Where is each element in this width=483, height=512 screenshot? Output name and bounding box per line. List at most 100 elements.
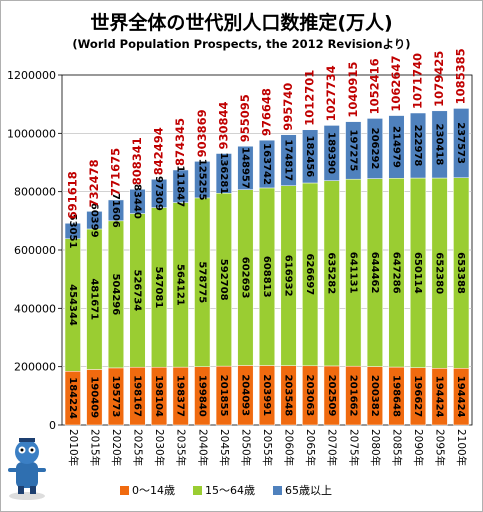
category-label: 2090年 (412, 429, 425, 466)
data-label: 203548 (283, 374, 294, 416)
bar-segment (302, 129, 319, 184)
data-label: 214979 (390, 126, 401, 168)
total-label: 1079425 (432, 51, 446, 107)
category-label: 2010年 (67, 429, 80, 466)
total-label: 874345 (173, 118, 187, 166)
total-label: 1012701 (303, 70, 317, 126)
data-label: 653388 (455, 252, 466, 294)
data-label: 592708 (218, 259, 229, 301)
legend: 0〜14歳 15〜64歳 65歳以上 (120, 482, 480, 498)
total-label: 732478 (87, 159, 101, 207)
category-label: 2040年 (196, 429, 209, 466)
data-label: 163742 (261, 143, 272, 185)
data-label: 201855 (218, 375, 229, 417)
total-label: 1085385 (454, 48, 468, 104)
data-label: 174817 (283, 139, 294, 181)
total-label: 691618 (65, 171, 79, 219)
legend-swatch-old (273, 485, 282, 495)
y-tick-label: 400000 (14, 302, 56, 315)
data-label: 189390 (326, 132, 337, 174)
bar-segment (323, 125, 340, 181)
category-label: 2030年 (153, 429, 166, 466)
data-label: 547081 (153, 267, 164, 309)
total-label: 1052416 (367, 58, 381, 114)
category-label: 2070年 (326, 429, 339, 466)
total-label: 903869 (195, 109, 209, 157)
data-label: 650114 (412, 252, 423, 294)
chart-title: 世界全体の世代別人口数推定(万人) (90, 12, 393, 34)
category-label: 2080年 (369, 429, 382, 466)
category-label: 2085年 (390, 429, 403, 466)
total-label: 1027734 (324, 65, 338, 121)
y-tick-label: 1200000 (7, 69, 56, 82)
data-label: 198648 (390, 375, 401, 417)
category-label: 2015年 (88, 429, 101, 466)
bar-segment (388, 115, 405, 179)
data-label: 194424 (455, 376, 466, 418)
data-label: 504296 (110, 273, 121, 315)
bar-segment (453, 108, 470, 178)
data-label: 71606 (110, 193, 121, 228)
data-label: 222978 (412, 125, 423, 167)
y-tick-label: 200000 (14, 361, 56, 374)
data-label: 199840 (196, 375, 207, 417)
data-label: 53051 (67, 214, 78, 249)
data-label: 203991 (261, 374, 272, 416)
data-label: 202509 (326, 375, 337, 417)
data-label: 644462 (369, 252, 380, 294)
total-label: 1062647 (389, 56, 403, 112)
data-label: 198167 (132, 375, 143, 417)
data-label: 204093 (239, 374, 250, 416)
data-label: 626697 (304, 254, 315, 296)
total-label: 1071740 (411, 53, 425, 109)
data-label: 641131 (347, 252, 358, 294)
bar-segment (194, 161, 211, 199)
data-label: 616932 (283, 255, 294, 297)
bar-segment (237, 145, 254, 190)
legend-label-young: 0〜14歳 (132, 484, 175, 497)
bar-segment (366, 118, 383, 179)
data-label: 564121 (175, 264, 186, 306)
category-label: 2055年 (261, 429, 274, 466)
category-label: 2065年 (304, 429, 317, 466)
data-label: 602693 (239, 257, 250, 299)
y-tick-label: 600000 (14, 244, 56, 257)
bar-segment (280, 134, 297, 186)
total-label: 976648 (260, 88, 274, 136)
data-label: 526734 (132, 270, 143, 312)
data-label: 197275 (347, 130, 358, 172)
data-label: 184224 (67, 377, 78, 419)
category-label: 2045年 (218, 429, 231, 466)
category-label: 2050年 (239, 429, 252, 466)
data-label: 60399 (88, 203, 99, 238)
data-label: 230418 (434, 124, 445, 166)
data-label: 190409 (88, 376, 99, 418)
bar-segment (258, 139, 276, 189)
legend-item-old: 65歳以上 (273, 482, 332, 498)
category-label: 2025年 (132, 429, 145, 466)
category-label: 2095年 (434, 429, 447, 466)
total-label: 930844 (216, 101, 230, 149)
legend-item-young: 0〜14歳 (120, 482, 175, 498)
mascot-logo-icon (8, 438, 46, 500)
category-label: 2020年 (110, 429, 123, 466)
data-label: 182456 (304, 136, 315, 178)
bar-segment (129, 188, 146, 214)
data-label: 237573 (455, 122, 466, 164)
data-label: 481671 (88, 278, 99, 320)
data-label: 195773 (110, 376, 121, 418)
data-label: 97309 (153, 176, 164, 211)
bar-segment (172, 169, 189, 203)
legend-item-working: 15〜64歳 (193, 482, 255, 498)
legend-swatch-young (120, 485, 129, 495)
data-label: 206292 (369, 128, 380, 170)
bar-segment (86, 211, 103, 230)
data-label: 125255 (196, 159, 207, 201)
data-label: 198104 (153, 375, 164, 417)
y-tick-label: 1000000 (7, 127, 56, 140)
total-label: 842494 (152, 127, 166, 175)
legend-label-old: 65歳以上 (285, 484, 332, 497)
bar-segment (64, 223, 81, 240)
data-label: 198377 (175, 375, 186, 417)
